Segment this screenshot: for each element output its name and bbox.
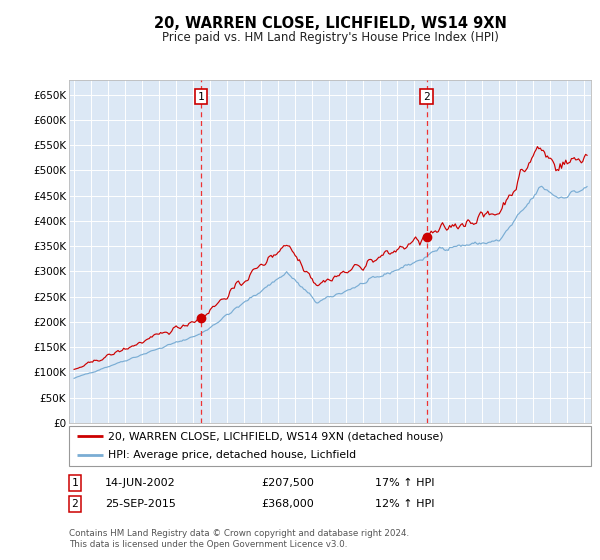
Text: 2: 2 bbox=[423, 92, 430, 102]
FancyBboxPatch shape bbox=[69, 426, 591, 466]
Text: 17% ↑ HPI: 17% ↑ HPI bbox=[375, 478, 434, 488]
Text: HPI: Average price, detached house, Lichfield: HPI: Average price, detached house, Lich… bbox=[108, 450, 356, 460]
Text: 1: 1 bbox=[71, 478, 79, 488]
Text: Price paid vs. HM Land Registry's House Price Index (HPI): Price paid vs. HM Land Registry's House … bbox=[161, 31, 499, 44]
Text: £207,500: £207,500 bbox=[261, 478, 314, 488]
Text: 14-JUN-2002: 14-JUN-2002 bbox=[105, 478, 176, 488]
Text: Contains HM Land Registry data © Crown copyright and database right 2024.
This d: Contains HM Land Registry data © Crown c… bbox=[69, 529, 409, 549]
Text: 20, WARREN CLOSE, LICHFIELD, WS14 9XN (detached house): 20, WARREN CLOSE, LICHFIELD, WS14 9XN (d… bbox=[108, 432, 443, 441]
Text: 20, WARREN CLOSE, LICHFIELD, WS14 9XN: 20, WARREN CLOSE, LICHFIELD, WS14 9XN bbox=[154, 16, 506, 31]
Text: 2: 2 bbox=[71, 499, 79, 509]
Text: £368,000: £368,000 bbox=[261, 499, 314, 509]
Text: 25-SEP-2015: 25-SEP-2015 bbox=[105, 499, 176, 509]
Text: 12% ↑ HPI: 12% ↑ HPI bbox=[375, 499, 434, 509]
Text: 1: 1 bbox=[197, 92, 204, 102]
